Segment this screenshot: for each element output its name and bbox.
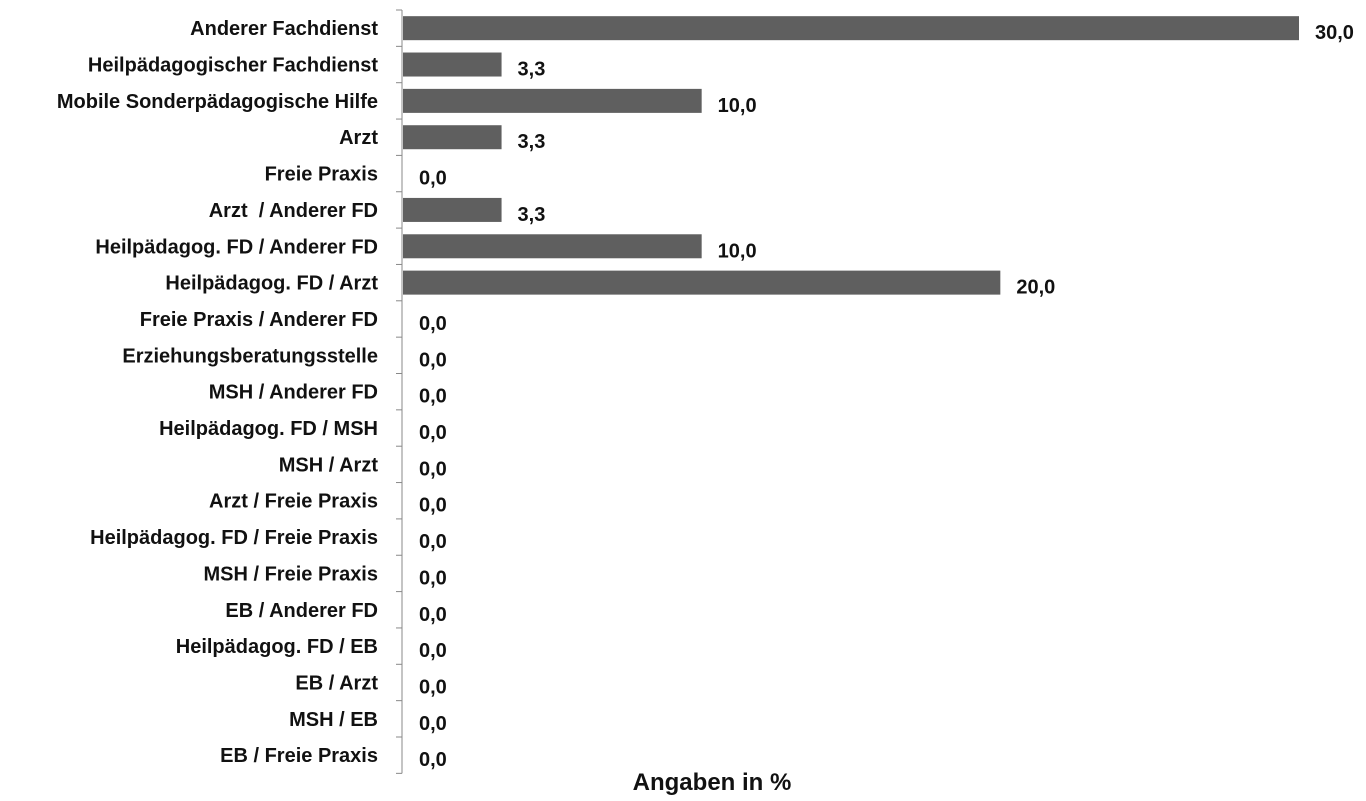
category-label: EB / Anderer FD: [225, 600, 378, 622]
category-label: Freie Praxis / Anderer FD: [140, 309, 378, 331]
bar: [403, 52, 502, 77]
data-label: 0,0: [419, 495, 447, 517]
category-label: Heilpädagog. FD / Arzt: [165, 273, 378, 295]
category-label: Erziehungsberatungsstelle: [122, 345, 378, 367]
category-label: MSH / Arzt: [279, 454, 379, 476]
category-label: Freie Praxis: [265, 164, 378, 186]
data-label: 0,0: [419, 749, 447, 771]
category-label: MSH / Freie Praxis: [203, 563, 378, 585]
data-label: 10,0: [718, 240, 757, 262]
data-label: 0,0: [419, 349, 447, 371]
data-label: 10,0: [718, 95, 757, 117]
category-label: Heilpädagog. FD / EB: [176, 636, 378, 658]
data-label: 0,0: [419, 531, 447, 553]
bar: [403, 16, 1299, 41]
category-labels: Anderer Fachdienst Heilpädagogischer Fach…: [57, 18, 378, 767]
data-label: 0,0: [419, 458, 447, 480]
category-label: Arzt: [339, 127, 378, 149]
data-label: 0,0: [419, 168, 447, 190]
data-label: 20,0: [1016, 277, 1055, 299]
category-label: MSH / Anderer FD: [209, 382, 378, 404]
category-label: Mobile Sonderpädagogische Hilfe: [57, 91, 378, 113]
bar: [403, 197, 502, 222]
data-label: 0,0: [419, 386, 447, 408]
category-label: Heilpädagog. FD / MSH: [159, 418, 378, 440]
bar: [403, 125, 502, 150]
category-label: Arzt / Anderer FD: [209, 200, 378, 222]
category-label: Arzt / Freie Praxis: [209, 491, 378, 513]
bar: [403, 270, 1001, 295]
category-label: Anderer Fachdienst: [190, 18, 378, 40]
category-label: Heilpädagog. FD / Anderer FD: [95, 236, 378, 258]
bar: [403, 88, 702, 113]
data-label: 3,3: [518, 59, 546, 81]
y-axis-ticks: [396, 9, 402, 774]
value-labels: 30,0 3,3 10,0 3,3 0,0 3,3 10,0 20,0 0,0 0,0 0,0 0,0…: [419, 22, 1354, 771]
data-label: 3,3: [518, 131, 546, 153]
bars-group: [403, 16, 1299, 295]
x-axis-label: Angaben in %: [633, 769, 792, 796]
category-label: EB / Freie Praxis: [220, 745, 378, 767]
bar: [403, 234, 702, 259]
data-label: 0,0: [419, 313, 447, 335]
category-label: EB / Arzt: [295, 672, 378, 694]
data-label: 0,0: [419, 567, 447, 589]
data-label: 30,0: [1315, 22, 1354, 44]
category-label: MSH / EB: [289, 709, 378, 731]
data-label: 0,0: [419, 422, 447, 444]
data-label: 0,0: [419, 640, 447, 662]
data-label: 0,0: [419, 713, 447, 735]
data-label: 0,0: [419, 676, 447, 698]
data-label: 3,3: [518, 204, 546, 226]
category-label: Heilpädagog. FD / Freie Praxis: [90, 527, 378, 549]
category-label: Heilpädagogischer Fachdienst: [88, 55, 378, 77]
data-label: 0,0: [419, 604, 447, 626]
